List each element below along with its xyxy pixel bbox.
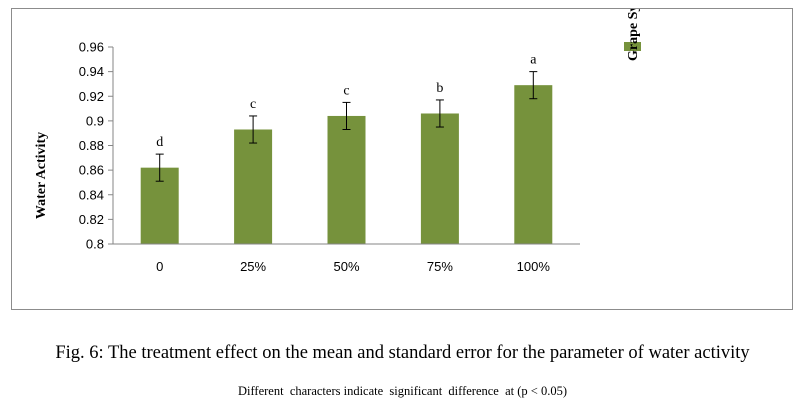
x-tick-label: 0 (156, 259, 163, 274)
error-bar (249, 115, 258, 144)
x-tick-label: 25% (240, 259, 266, 274)
y-tick-label: 0.94 (79, 64, 104, 79)
significance-letter: b (436, 81, 443, 96)
bars: d c c b a (140, 53, 553, 244)
chart-area: 0.8 0.82 0.84 0.86 0.88 0.9 0.92 0.94 0.96 d c c b a… (11, 8, 793, 310)
legend-label: Grape Syrup percnet (626, 9, 641, 61)
y-tick-label: 0.8 (86, 237, 104, 252)
bar (514, 85, 553, 244)
legend: Grape Syrup percnet (624, 9, 641, 61)
bar (327, 115, 366, 244)
y-tick-label: 0.84 (79, 187, 104, 202)
error-bar (342, 101, 351, 130)
significance-note: Different characters indicate significan… (237, 384, 567, 398)
y-axis: 0.8 0.82 0.84 0.86 0.88 0.9 0.92 0.94 0.96 (79, 40, 114, 252)
y-tick-label: 0.82 (79, 212, 104, 227)
y-tick-label: 0.9 (86, 113, 104, 128)
y-tick-label: 0.88 (79, 138, 104, 153)
y-tick-label: 0.86 (79, 163, 104, 178)
significance-letter: d (156, 135, 163, 150)
bar-chart: 0.8 0.82 0.84 0.86 0.88 0.9 0.92 0.94 0.96 d c c b a… (34, 9, 641, 274)
x-axis: 0 25% 50% 75% 100% (113, 243, 580, 274)
x-tick-label: 50% (333, 259, 359, 274)
bar (234, 129, 273, 244)
significance-letter: c (343, 83, 349, 98)
x-tick-label: 75% (427, 259, 453, 274)
legend-swatch (624, 42, 641, 51)
figure-caption: Fig. 6: The treatment effect on the mean… (55, 343, 750, 363)
y-tick-label: 0.96 (79, 40, 104, 55)
error-bar (155, 153, 164, 182)
significance-letter: a (530, 53, 537, 68)
significance-letter: c (250, 97, 256, 112)
error-bar (435, 99, 444, 128)
y-axis-title: Water Activity (34, 132, 49, 219)
y-tick-label: 0.92 (79, 89, 104, 104)
x-tick-label: 100% (517, 259, 551, 274)
bar (420, 113, 459, 244)
error-bar (529, 71, 538, 100)
